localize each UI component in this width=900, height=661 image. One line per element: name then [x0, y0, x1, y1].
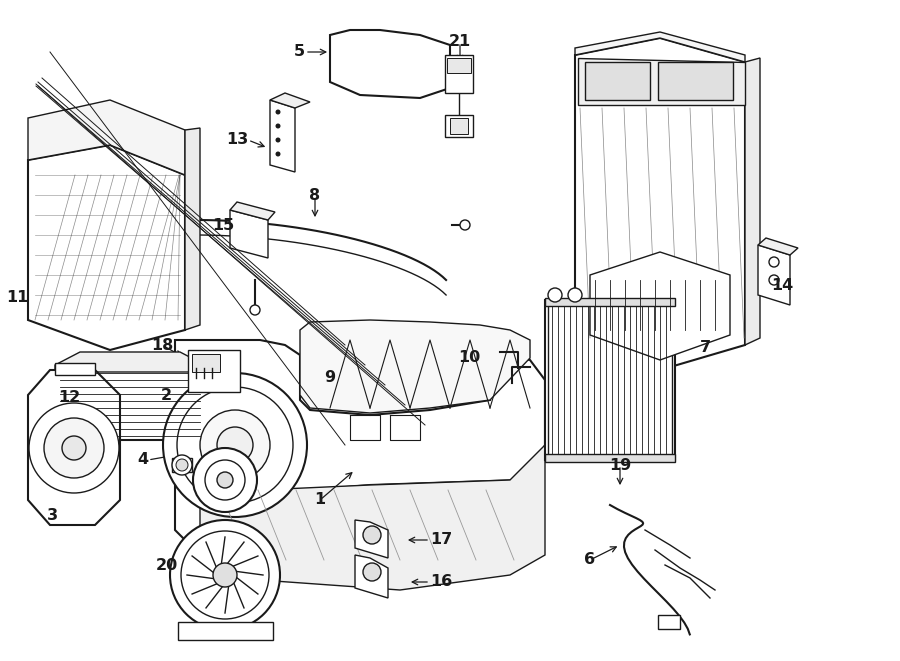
Circle shape	[181, 531, 269, 619]
Polygon shape	[28, 370, 120, 525]
Polygon shape	[270, 100, 295, 172]
Bar	[172, 458, 192, 472]
Text: 17: 17	[430, 533, 452, 547]
Polygon shape	[28, 100, 185, 175]
Circle shape	[769, 257, 779, 267]
Text: 19: 19	[609, 457, 631, 473]
Text: 11: 11	[5, 290, 28, 305]
Polygon shape	[230, 202, 275, 220]
Text: 20: 20	[156, 557, 178, 572]
Text: 10: 10	[458, 350, 480, 366]
Polygon shape	[758, 238, 798, 255]
Polygon shape	[28, 145, 185, 350]
Circle shape	[62, 436, 86, 460]
Circle shape	[217, 472, 233, 488]
Circle shape	[200, 410, 270, 480]
Text: 5: 5	[294, 44, 305, 59]
Text: 8: 8	[310, 188, 320, 204]
Text: 1: 1	[314, 492, 326, 508]
Text: 21: 21	[449, 34, 471, 50]
Text: 13: 13	[226, 132, 248, 147]
Text: 9: 9	[324, 371, 336, 385]
Polygon shape	[330, 30, 450, 98]
Circle shape	[44, 418, 104, 478]
Circle shape	[176, 459, 188, 471]
Text: 18: 18	[151, 338, 173, 352]
Circle shape	[363, 526, 381, 544]
Circle shape	[170, 520, 280, 630]
Polygon shape	[355, 555, 388, 598]
Circle shape	[163, 373, 307, 517]
Bar	[188, 350, 240, 392]
Bar	[447, 58, 471, 73]
Polygon shape	[270, 93, 310, 108]
Bar	[545, 454, 675, 462]
Circle shape	[363, 563, 381, 581]
Polygon shape	[590, 252, 730, 360]
Polygon shape	[55, 352, 205, 372]
Circle shape	[275, 151, 281, 157]
Polygon shape	[745, 58, 760, 345]
Bar	[192, 354, 220, 372]
Polygon shape	[758, 245, 790, 305]
Bar	[450, 118, 468, 134]
Circle shape	[205, 460, 245, 500]
Circle shape	[217, 427, 253, 463]
Text: 4: 4	[137, 453, 148, 467]
Circle shape	[275, 110, 281, 114]
Polygon shape	[230, 210, 268, 258]
Circle shape	[177, 387, 293, 503]
Text: 7: 7	[700, 340, 711, 356]
Polygon shape	[55, 370, 205, 440]
Text: 3: 3	[47, 508, 58, 522]
Polygon shape	[175, 340, 545, 555]
Polygon shape	[355, 520, 388, 558]
Polygon shape	[200, 445, 545, 590]
Circle shape	[568, 288, 582, 302]
Circle shape	[29, 403, 119, 493]
Text: 14: 14	[771, 278, 793, 293]
Polygon shape	[300, 320, 530, 413]
Circle shape	[460, 220, 470, 230]
Text: 6: 6	[584, 553, 596, 568]
Bar	[545, 298, 675, 306]
Circle shape	[548, 288, 562, 302]
Polygon shape	[578, 58, 745, 105]
Bar	[585, 62, 650, 100]
Circle shape	[275, 124, 281, 128]
Polygon shape	[575, 32, 745, 62]
Bar	[548, 303, 672, 457]
Circle shape	[193, 448, 257, 512]
Bar	[545, 300, 675, 460]
Polygon shape	[575, 38, 745, 370]
Bar	[445, 115, 473, 137]
Bar	[658, 62, 733, 100]
Text: 2: 2	[161, 387, 172, 403]
Text: 12: 12	[58, 391, 80, 405]
Bar	[445, 55, 473, 93]
Bar	[178, 622, 273, 640]
Circle shape	[769, 275, 779, 285]
Bar	[658, 615, 680, 629]
Circle shape	[172, 455, 192, 475]
Circle shape	[213, 563, 237, 587]
Bar	[55, 363, 95, 375]
Text: 15: 15	[212, 217, 234, 233]
Polygon shape	[185, 128, 200, 330]
Circle shape	[250, 305, 260, 315]
Text: 16: 16	[430, 574, 452, 590]
Circle shape	[275, 137, 281, 143]
